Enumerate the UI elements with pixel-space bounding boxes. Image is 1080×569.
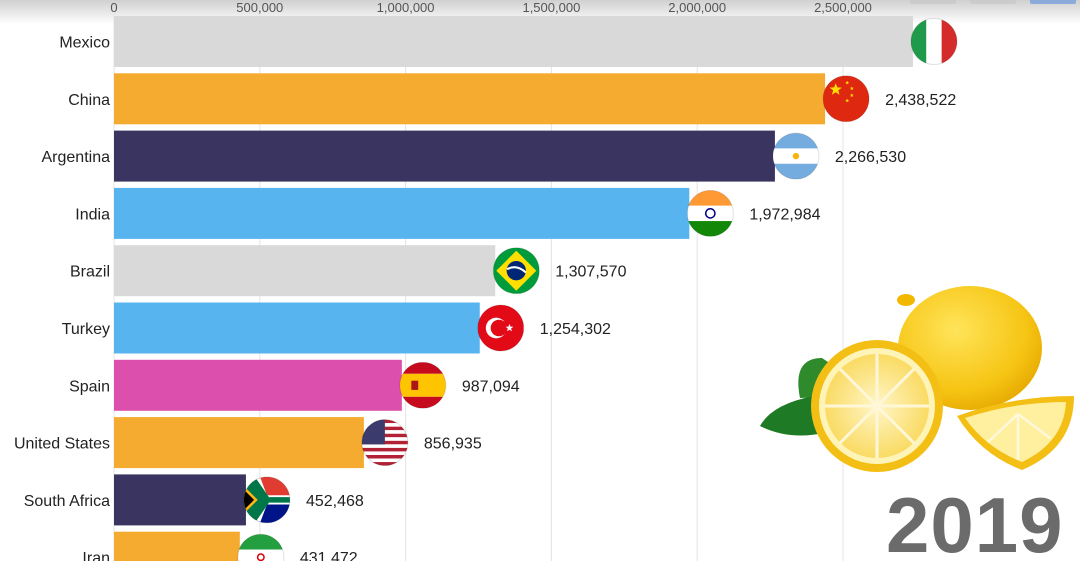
bar-brazil	[114, 245, 496, 297]
x-tick-label: 2,000,000	[668, 0, 726, 15]
india-flag-icon	[686, 189, 734, 237]
x-tick-label: 1,000,000	[377, 0, 435, 15]
bar-south-africa	[114, 474, 246, 526]
value-label: 856,935	[424, 436, 482, 453]
bar-turkey	[114, 302, 480, 354]
value-label: 2,266,530	[835, 149, 906, 166]
bar-india	[114, 187, 690, 239]
bar-mexico	[114, 16, 913, 67]
south-africa-flag-icon	[243, 476, 291, 524]
turkey-flag-icon	[477, 304, 525, 352]
bars	[114, 16, 913, 561]
year-label: 2019	[886, 481, 1064, 569]
spain-flag-icon	[399, 361, 447, 409]
category-label: China	[68, 92, 110, 109]
value-label: 1,307,570	[555, 264, 626, 281]
x-axis-ticks: 0 500,000 1,000,000 1,500,000 2,000,000 2,500…	[110, 0, 872, 15]
x-tick-label: 2,500,000	[814, 0, 872, 15]
x-tick-label: 500,000	[236, 0, 283, 15]
lemon-illustration	[760, 286, 1074, 472]
bar-china	[114, 73, 826, 125]
italy-flag-icon	[910, 18, 958, 65]
bar-spain	[114, 359, 402, 411]
value-label: 1,972,984	[749, 206, 820, 223]
category-label: India	[75, 206, 110, 223]
x-tick-label: 0	[110, 0, 117, 15]
category-label: Argentina	[42, 149, 111, 166]
category-label: South Africa	[24, 493, 110, 510]
labels: Mexico China 2,438,522 Argentina 2,266,530 In…	[14, 35, 956, 562]
china-flag-icon	[822, 75, 870, 123]
x-tick-label: 1,500,000	[522, 0, 580, 15]
value-label: 431,472	[300, 550, 358, 561]
flags	[237, 18, 958, 561]
bar-iran	[114, 531, 240, 561]
brazil-flag-icon	[492, 247, 540, 295]
category-label: Mexico	[59, 35, 110, 52]
category-label: United States	[14, 436, 110, 453]
value-label: 452,468	[306, 493, 364, 510]
value-label: 987,094	[462, 378, 520, 395]
value-label: 1,254,302	[540, 321, 611, 338]
category-label: Spain	[69, 378, 110, 395]
category-label: Brazil	[70, 264, 110, 281]
argentina-flag-icon	[772, 132, 820, 180]
usa-flag-icon	[361, 419, 409, 467]
category-label: Turkey	[62, 321, 110, 338]
value-label: 2,438,522	[885, 92, 956, 109]
bar-argentina	[114, 130, 775, 182]
bar-united-states	[114, 417, 364, 469]
category-label: Iran	[82, 550, 110, 561]
iran-flag-icon	[237, 533, 285, 561]
